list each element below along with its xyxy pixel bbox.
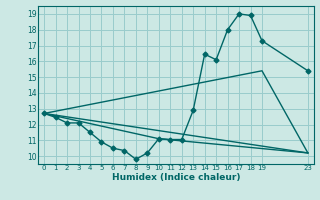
X-axis label: Humidex (Indice chaleur): Humidex (Indice chaleur) [112,173,240,182]
